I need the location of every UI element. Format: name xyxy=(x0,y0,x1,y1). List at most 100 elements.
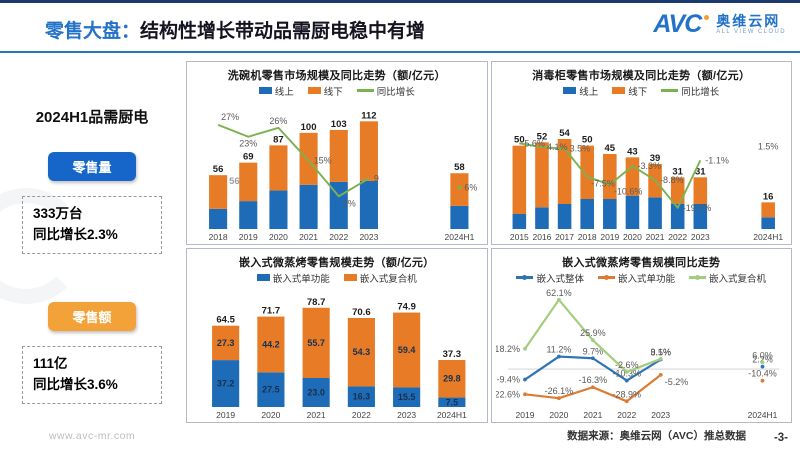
svg-text:-19.7%: -19.7% xyxy=(682,203,711,213)
svg-text:2020: 2020 xyxy=(261,410,280,420)
website-url: www.avc-mr.com xyxy=(48,430,136,442)
svg-text:58: 58 xyxy=(454,162,465,173)
legend-swatch-icon xyxy=(258,87,272,94)
svg-text:18.2%: 18.2% xyxy=(496,344,520,354)
svg-text:-16.3%: -16.3% xyxy=(578,375,607,385)
svg-text:54.3: 54.3 xyxy=(353,347,371,357)
svg-text:2021: 2021 xyxy=(299,232,318,242)
svg-text:2023: 2023 xyxy=(359,232,378,242)
svg-text:2020: 2020 xyxy=(269,232,288,242)
svg-text:15.5: 15.5 xyxy=(398,392,416,402)
svg-text:2021: 2021 xyxy=(583,410,602,420)
svg-text:2019: 2019 xyxy=(216,410,235,420)
legend-label: 嵌入式单功能 xyxy=(272,273,330,285)
chart-title: 洗碗机零售市场规模及同比走势（额/亿元） xyxy=(227,70,446,82)
svg-text:2023: 2023 xyxy=(397,410,416,420)
retail-volume-badge: 零售量 xyxy=(48,152,136,181)
svg-text:2024H1: 2024H1 xyxy=(445,232,475,242)
svg-text:8.5%: 8.5% xyxy=(650,348,671,358)
svg-text:27.3: 27.3 xyxy=(217,338,235,348)
svg-text:2018: 2018 xyxy=(209,232,228,242)
svg-text:27%: 27% xyxy=(221,112,239,122)
chart-title: 消毒柜零售市场规模及同比走势（额/亿元） xyxy=(532,70,751,82)
svg-text:54: 54 xyxy=(559,128,570,139)
svg-text:2020: 2020 xyxy=(549,410,568,420)
legend-swatch-icon xyxy=(661,89,679,92)
legend-item: 嵌入式单功能 xyxy=(597,271,675,285)
legend: 线上 线下 同比增长 xyxy=(191,83,483,98)
svg-text:16.3: 16.3 xyxy=(353,392,371,402)
retail-amount-badge: 零售额 xyxy=(48,301,136,331)
page-number: -3- xyxy=(773,432,788,444)
svg-text:2022: 2022 xyxy=(668,232,687,242)
legend-item: 嵌入式单功能 xyxy=(256,271,330,285)
svg-text:31: 31 xyxy=(672,166,683,177)
legend-swatch-icon xyxy=(563,87,577,94)
svg-text:2015: 2015 xyxy=(509,232,528,242)
svg-text:11.2%: 11.2% xyxy=(546,345,571,355)
svg-text:45: 45 xyxy=(604,143,615,154)
legend-item: 线下 xyxy=(612,84,647,98)
avc-logo-text: AVC xyxy=(653,10,702,38)
legend-swatch-icon xyxy=(356,89,374,92)
svg-text:2022: 2022 xyxy=(617,410,636,420)
svg-text:25.9%: 25.9% xyxy=(580,328,606,338)
svg-text:9.7%: 9.7% xyxy=(582,346,603,356)
svg-text:7.5: 7.5 xyxy=(446,397,459,407)
svg-text:103: 103 xyxy=(331,119,347,130)
legend-item: 线下 xyxy=(307,84,343,98)
svg-text:-10.6%: -10.6% xyxy=(613,187,642,197)
svg-text:44.2: 44.2 xyxy=(262,339,280,349)
svg-text:2024H1: 2024H1 xyxy=(747,410,777,420)
chart-title: 嵌入式微蒸烤零售规模同比走势 xyxy=(562,257,721,269)
svg-text:2024H1: 2024H1 xyxy=(437,410,467,420)
legend-label: 嵌入式复合机 xyxy=(359,273,417,285)
legend-item: 嵌入式整体 xyxy=(516,271,584,285)
disinfection-cabinet-panel: 消毒柜零售市场规模及同比走势（额/亿元） 线上 线下 同比增长 2015 2016 20… xyxy=(490,61,792,245)
svg-text:2.2%: 2.2% xyxy=(752,355,773,365)
svg-text:2023: 2023 xyxy=(651,410,670,420)
svg-text:43: 43 xyxy=(627,146,638,157)
svg-text:26%: 26% xyxy=(269,116,287,126)
legend-item: 同比增长 xyxy=(661,84,719,98)
summary-sidebar: 2024H1品需厨电 零售量 333万台 同比增长2.3% 零售额 111亿 同… xyxy=(0,56,184,450)
page-title: 结构性增长带动品需厨电稳中有增 xyxy=(140,21,426,42)
embedded-yoy-panel: 嵌入式微蒸烤零售规模同比走势 嵌入式整体 嵌入式单功能 嵌入式复合机 2019 202… xyxy=(490,248,792,423)
svg-text:50: 50 xyxy=(514,135,525,146)
retail-amount-value-box: 111亿 同比增长3.6% xyxy=(22,345,162,404)
legend-item: 线上 xyxy=(563,84,598,98)
charts-grid: 洗碗机零售市场规模及同比走势（额/亿元） 线上 线下 同比增长 2018 2019 20… xyxy=(186,61,792,423)
svg-text:-26.1%: -26.1% xyxy=(544,386,573,396)
svg-text:15%: 15% xyxy=(314,156,332,166)
legend-label: 嵌入式整体 xyxy=(536,273,584,285)
chart-title: 嵌入式微蒸烤零售规模走势（额/亿元） xyxy=(239,257,435,269)
svg-text:2023: 2023 xyxy=(690,232,709,242)
svg-text:31: 31 xyxy=(695,166,706,177)
retail-volume-value: 333万台 xyxy=(33,206,83,221)
svg-text:2017: 2017 xyxy=(555,232,574,242)
svg-text:78.7: 78.7 xyxy=(307,297,326,308)
svg-text:69: 69 xyxy=(243,152,254,163)
svg-text:2024H1: 2024H1 xyxy=(753,232,783,242)
legend-swatch-icon xyxy=(612,87,626,94)
svg-text:64.5: 64.5 xyxy=(216,315,235,326)
legend: 嵌入式整体 嵌入式单功能 嵌入式复合机 xyxy=(496,270,788,285)
svg-text:2020: 2020 xyxy=(622,232,641,242)
svg-text:-22.6%: -22.6% xyxy=(496,389,520,399)
svg-text:39: 39 xyxy=(649,153,660,164)
svg-text:56: 56 xyxy=(229,176,240,187)
svg-text:2022: 2022 xyxy=(329,232,348,242)
svg-text:4.1%: 4.1% xyxy=(546,142,567,152)
legend-label: 线上 xyxy=(579,86,599,98)
legend-label: 嵌入式单功能 xyxy=(617,273,675,285)
svg-text:71.7: 71.7 xyxy=(262,306,281,317)
svg-text:6%: 6% xyxy=(464,182,477,192)
svg-text:50: 50 xyxy=(581,135,592,146)
svg-text:2019: 2019 xyxy=(600,232,619,242)
legend-item: 嵌入式复合机 xyxy=(343,271,417,285)
svg-text:1.5%: 1.5% xyxy=(757,142,778,152)
svg-text:27.5: 27.5 xyxy=(262,385,280,395)
svg-text:-1.1%: -1.1% xyxy=(705,155,729,165)
svg-text:74.9: 74.9 xyxy=(397,302,416,313)
svg-text:-5.2%: -5.2% xyxy=(664,377,688,387)
